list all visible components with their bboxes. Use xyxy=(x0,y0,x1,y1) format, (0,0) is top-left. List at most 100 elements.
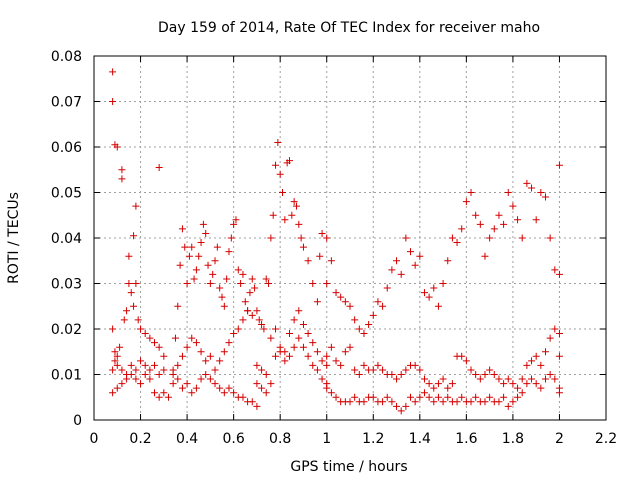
data-point xyxy=(420,389,428,397)
data-point xyxy=(555,330,563,338)
data-point xyxy=(518,389,526,397)
data-point xyxy=(509,380,517,388)
data-point xyxy=(495,211,503,219)
data-point xyxy=(255,316,263,324)
data-point xyxy=(425,380,433,388)
data-point xyxy=(253,402,261,410)
data-points xyxy=(109,68,563,415)
data-point xyxy=(323,280,331,287)
data-point xyxy=(514,393,522,401)
data-point xyxy=(244,307,252,315)
data-point xyxy=(169,371,177,378)
data-point xyxy=(551,375,559,383)
data-point xyxy=(251,284,259,292)
data-point xyxy=(351,316,359,324)
data-point xyxy=(323,384,331,392)
data-point xyxy=(127,289,135,297)
data-point xyxy=(393,402,401,410)
data-point xyxy=(351,366,359,374)
data-point xyxy=(130,302,138,310)
data-point xyxy=(155,393,163,401)
data-point xyxy=(500,393,508,401)
data-point xyxy=(462,198,470,206)
data-point xyxy=(113,361,121,369)
data-point xyxy=(279,189,287,196)
x-tick-label: 1.6 xyxy=(455,431,477,447)
data-point xyxy=(113,384,121,392)
data-point xyxy=(258,384,266,392)
data-point xyxy=(304,257,312,265)
x-tick-label: 0 xyxy=(90,431,99,447)
data-point xyxy=(116,343,124,351)
data-point xyxy=(313,366,321,374)
data-point xyxy=(192,339,200,347)
data-point xyxy=(181,243,189,251)
data-point xyxy=(541,348,549,356)
data-point xyxy=(500,380,508,388)
data-point xyxy=(555,270,563,278)
data-point xyxy=(476,375,484,383)
data-point xyxy=(272,352,280,360)
data-point xyxy=(169,380,177,388)
data-point xyxy=(230,330,238,338)
data-point xyxy=(411,261,419,269)
data-point xyxy=(197,348,205,356)
data-point xyxy=(118,380,126,388)
data-point xyxy=(541,375,549,383)
data-point xyxy=(176,261,184,269)
data-point xyxy=(192,384,200,392)
data-point xyxy=(132,366,140,374)
data-point xyxy=(225,384,233,392)
data-point xyxy=(318,229,326,237)
data-point xyxy=(337,361,345,369)
data-point xyxy=(509,202,517,210)
data-point xyxy=(467,366,475,374)
data-point xyxy=(323,234,331,242)
data-point xyxy=(411,361,419,369)
data-point xyxy=(137,357,145,365)
data-point xyxy=(551,266,559,274)
data-point xyxy=(141,330,149,338)
data-point xyxy=(151,339,159,347)
data-point xyxy=(174,361,182,369)
data-point xyxy=(299,243,307,251)
data-point xyxy=(211,257,219,265)
data-point xyxy=(202,371,210,378)
data-point xyxy=(281,216,289,224)
data-point xyxy=(318,375,326,383)
data-point xyxy=(504,189,512,196)
data-point xyxy=(360,361,368,369)
data-point xyxy=(272,325,280,333)
data-point xyxy=(290,316,298,324)
data-point xyxy=(411,398,419,406)
data-point xyxy=(486,366,494,374)
data-point xyxy=(220,302,228,310)
data-point xyxy=(379,398,387,406)
data-point xyxy=(178,352,186,360)
x-tick-label: 2.2 xyxy=(595,431,617,447)
y-tick-label: 0.05 xyxy=(51,186,82,202)
data-point xyxy=(225,248,233,256)
x-tick-label: 1.8 xyxy=(502,431,524,447)
data-point xyxy=(504,402,512,410)
data-point xyxy=(546,371,554,378)
data-point xyxy=(397,270,405,278)
chart-title: Day 159 of 2014, Rate Of TEC Index for r… xyxy=(158,20,540,36)
data-point xyxy=(253,380,261,388)
data-point xyxy=(230,389,238,397)
data-point xyxy=(523,380,531,388)
data-point xyxy=(299,320,307,328)
data-point xyxy=(416,366,424,374)
data-point xyxy=(351,393,359,401)
x-tick-label: 1.4 xyxy=(409,431,431,447)
data-point xyxy=(332,289,340,297)
data-point xyxy=(546,234,554,242)
data-point xyxy=(267,334,275,342)
data-point xyxy=(518,375,526,383)
data-point xyxy=(160,352,168,360)
data-point xyxy=(523,179,531,187)
data-point xyxy=(486,234,494,242)
data-point xyxy=(127,361,135,369)
data-point xyxy=(397,371,405,378)
